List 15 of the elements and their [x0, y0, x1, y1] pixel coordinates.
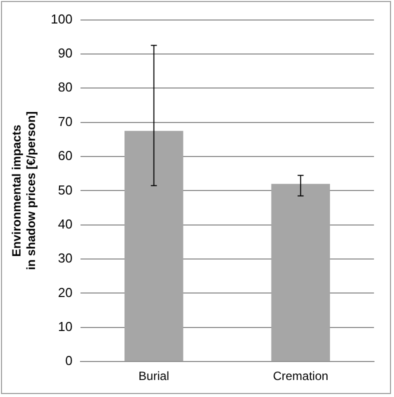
x-tick-label: Cremation	[272, 369, 328, 384]
y-tick-label: 80	[58, 80, 72, 95]
y-tick-label: 60	[58, 148, 72, 164]
x-tick-label: Burial	[138, 369, 170, 384]
y-tick-label: 0	[65, 353, 72, 368]
y-tick-label: 70	[58, 114, 72, 129]
y-tick-label: 10	[58, 319, 72, 334]
y-tick-label: 50	[58, 182, 72, 198]
y-axis-title: Environmental impacts in shadow prices [€/person]	[10, 111, 38, 270]
y-tick-label: 40	[58, 216, 72, 232]
y-tick-label: 30	[58, 250, 72, 266]
chart-frame: Environmental impacts in shadow prices [€/person] Burial Cremation 0 10 20 30 40 50 60 70 80 90 100	[1, 1, 391, 394]
y-tick-label: 20	[58, 284, 72, 300]
y-tick-label: 100	[50, 11, 72, 26]
y-tick-label: 90	[58, 46, 72, 61]
